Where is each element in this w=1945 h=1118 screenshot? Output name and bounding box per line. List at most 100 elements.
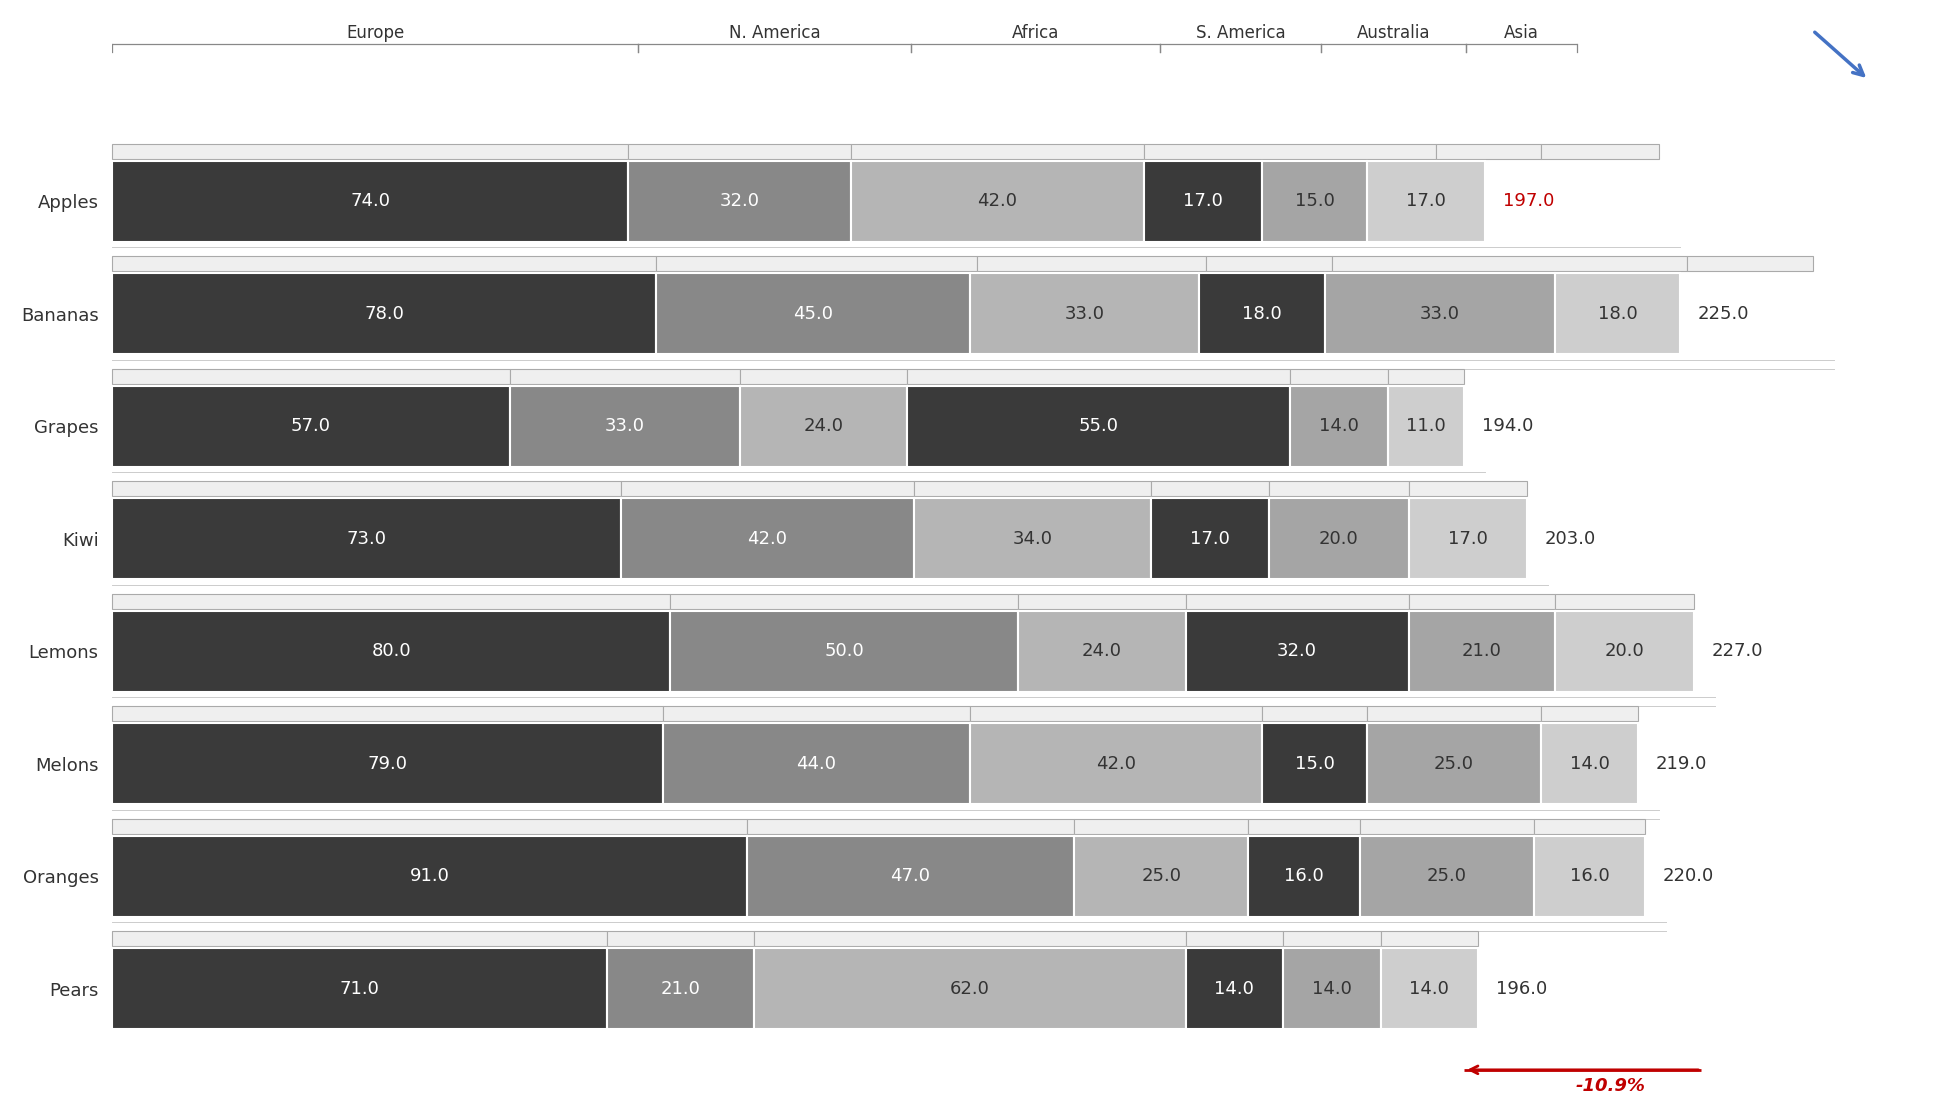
- Bar: [1535, 819, 1645, 834]
- Bar: [1408, 610, 1554, 692]
- Bar: [1367, 707, 1540, 721]
- Bar: [510, 386, 739, 467]
- Bar: [1408, 499, 1527, 579]
- Text: 227.0: 227.0: [1712, 643, 1762, 661]
- Text: 50.0: 50.0: [825, 643, 864, 661]
- Bar: [1249, 836, 1360, 917]
- Bar: [1686, 256, 1813, 271]
- Text: 25.0: 25.0: [1142, 868, 1181, 885]
- Bar: [620, 499, 914, 579]
- Bar: [1408, 482, 1527, 496]
- Text: 34.0: 34.0: [1011, 530, 1052, 548]
- Bar: [113, 369, 510, 383]
- Bar: [1554, 610, 1694, 692]
- Bar: [1540, 144, 1659, 159]
- Bar: [113, 723, 663, 804]
- Text: 14.0: 14.0: [1214, 979, 1255, 998]
- Text: 78.0: 78.0: [364, 305, 405, 323]
- Text: S. America: S. America: [1196, 23, 1286, 41]
- Text: 197.0: 197.0: [1503, 192, 1554, 210]
- Bar: [113, 594, 669, 608]
- Bar: [1262, 161, 1367, 241]
- Text: -10.9%: -10.9%: [1575, 1077, 1645, 1095]
- Text: 21.0: 21.0: [1463, 643, 1502, 661]
- Text: 42.0: 42.0: [747, 530, 788, 548]
- Bar: [1554, 594, 1694, 608]
- Text: 55.0: 55.0: [1078, 417, 1118, 435]
- Bar: [113, 819, 747, 834]
- Text: 45.0: 45.0: [794, 305, 832, 323]
- Bar: [1249, 819, 1360, 834]
- Bar: [113, 256, 655, 271]
- Bar: [739, 369, 906, 383]
- Bar: [1186, 610, 1408, 692]
- Text: Europe: Europe: [346, 23, 405, 41]
- Bar: [1284, 948, 1381, 1030]
- Bar: [655, 274, 969, 354]
- Text: 32.0: 32.0: [1278, 643, 1317, 661]
- Text: Asia: Asia: [1503, 23, 1538, 41]
- Text: 47.0: 47.0: [891, 868, 930, 885]
- Bar: [113, 948, 607, 1030]
- Bar: [914, 499, 1151, 579]
- Bar: [1186, 948, 1284, 1030]
- Text: 14.0: 14.0: [1313, 979, 1352, 998]
- Text: Australia: Australia: [1356, 23, 1430, 41]
- Text: Africa: Africa: [1011, 23, 1060, 41]
- Text: 15.0: 15.0: [1295, 192, 1334, 210]
- Bar: [1151, 499, 1270, 579]
- Text: 203.0: 203.0: [1544, 530, 1595, 548]
- Bar: [607, 931, 753, 946]
- Bar: [1206, 256, 1332, 271]
- Bar: [1270, 482, 1408, 496]
- Text: 17.0: 17.0: [1190, 530, 1229, 548]
- Bar: [628, 161, 852, 241]
- Text: 25.0: 25.0: [1428, 868, 1467, 885]
- Bar: [976, 256, 1206, 271]
- Bar: [663, 707, 969, 721]
- Bar: [739, 386, 906, 467]
- Text: 16.0: 16.0: [1284, 868, 1325, 885]
- Bar: [1540, 707, 1638, 721]
- Bar: [852, 144, 1144, 159]
- Bar: [1200, 274, 1325, 354]
- Text: 20.0: 20.0: [1319, 530, 1360, 548]
- Text: 24.0: 24.0: [803, 417, 844, 435]
- Text: 44.0: 44.0: [796, 755, 836, 773]
- Text: 33.0: 33.0: [605, 417, 644, 435]
- Bar: [1262, 723, 1367, 804]
- Bar: [510, 369, 739, 383]
- Bar: [1535, 836, 1645, 917]
- Text: 220.0: 220.0: [1663, 868, 1714, 885]
- Bar: [1074, 836, 1249, 917]
- Text: 219.0: 219.0: [1655, 755, 1708, 773]
- Text: N. America: N. America: [729, 23, 821, 41]
- Bar: [906, 369, 1290, 383]
- Bar: [1186, 931, 1284, 946]
- Bar: [113, 161, 628, 241]
- Bar: [1367, 723, 1540, 804]
- Text: 18.0: 18.0: [1597, 305, 1638, 323]
- Text: 14.0: 14.0: [1319, 417, 1360, 435]
- Bar: [628, 144, 852, 159]
- Bar: [1284, 931, 1381, 946]
- Text: 32.0: 32.0: [720, 192, 760, 210]
- Text: 25.0: 25.0: [1433, 755, 1474, 773]
- Text: 33.0: 33.0: [1420, 305, 1461, 323]
- Bar: [969, 723, 1262, 804]
- Bar: [1381, 931, 1478, 946]
- Text: 91.0: 91.0: [410, 868, 449, 885]
- Bar: [747, 819, 1074, 834]
- Text: 17.0: 17.0: [1406, 192, 1445, 210]
- Bar: [1325, 274, 1554, 354]
- Text: 14.0: 14.0: [1570, 755, 1610, 773]
- Text: 24.0: 24.0: [1081, 643, 1122, 661]
- Bar: [747, 836, 1074, 917]
- Text: 17.0: 17.0: [1447, 530, 1488, 548]
- Text: 196.0: 196.0: [1496, 979, 1546, 998]
- Text: 20.0: 20.0: [1605, 643, 1644, 661]
- Text: 17.0: 17.0: [1183, 192, 1223, 210]
- Bar: [1019, 594, 1186, 608]
- Bar: [1144, 144, 1437, 159]
- Bar: [1408, 594, 1554, 608]
